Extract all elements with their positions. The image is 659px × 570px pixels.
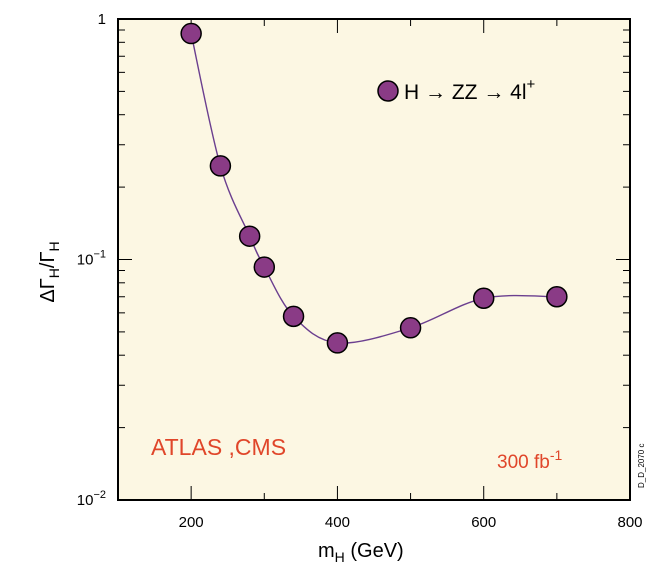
data-point (472, 287, 495, 310)
axis-ticks (117, 19, 631, 501)
tick-labels: 200 400 600 800 1 10−1 10−2 (77, 11, 643, 531)
legend-label: H → ZZ → 4l+ (404, 76, 536, 104)
experiments-annotation: ATLAS ,CMS (151, 434, 286, 460)
data-point (180, 22, 202, 45)
data-point (326, 332, 349, 354)
data-point (282, 305, 305, 328)
data-markers (180, 22, 568, 354)
legend-marker (377, 80, 399, 102)
data-point (238, 225, 261, 247)
data-point (253, 256, 276, 278)
x-tick-label: 200 (179, 514, 204, 531)
y-axis-title: ΔΓH/ΓH (37, 241, 62, 302)
x-tick-label: 800 (617, 514, 642, 531)
data-point (209, 155, 232, 177)
luminosity-annotation: 300 fb-1 (497, 447, 562, 473)
data-point (399, 317, 422, 339)
y-tick-label: 10−2 (77, 489, 106, 509)
x-tick-label: 400 (325, 514, 350, 531)
figure-code: D_D_2070 c (637, 444, 646, 488)
plot-area (117, 18, 631, 501)
y-tick-label: 10−1 (77, 249, 106, 269)
legend: H → ZZ → 4l+ (377, 76, 536, 104)
x-tick-label: 600 (471, 514, 496, 531)
x-axis-title: mH (GeV) (318, 540, 404, 565)
data-point (546, 286, 568, 308)
y-tick-label: 1 (98, 11, 106, 28)
